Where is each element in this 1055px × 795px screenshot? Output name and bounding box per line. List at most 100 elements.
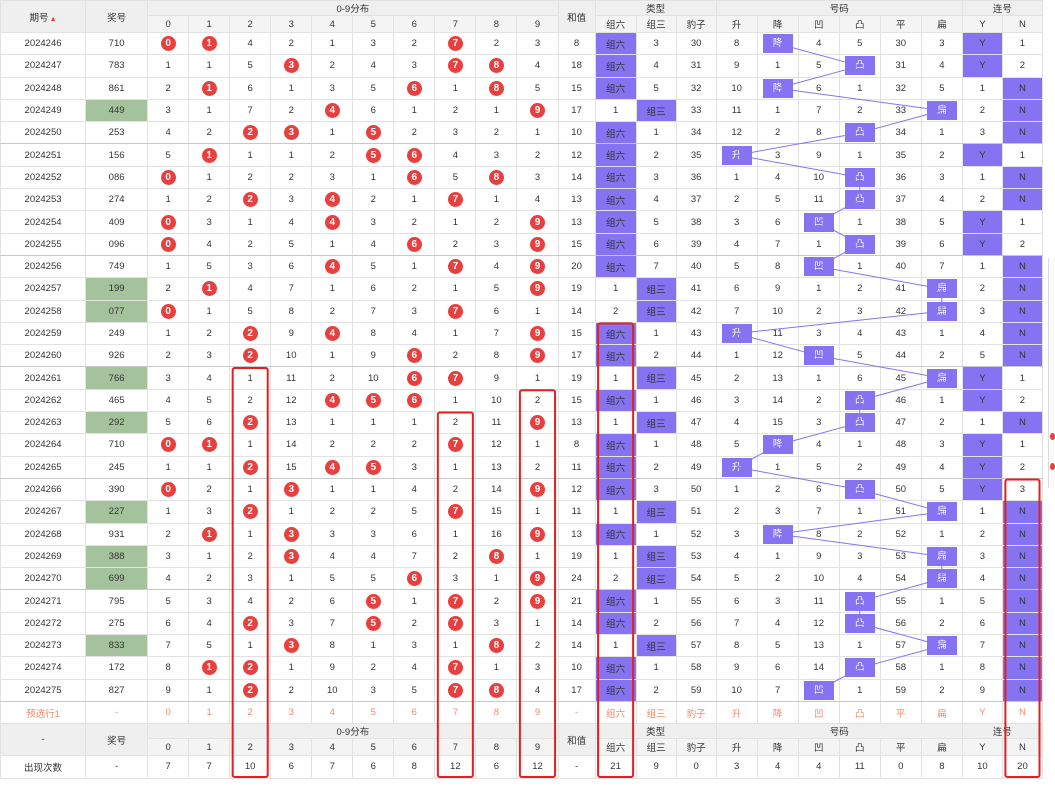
lianhao-miss-cell: 2: [1001, 54, 1044, 78]
number-hit-cell: 降: [756, 76, 799, 100]
number-miss-cell: 1: [797, 232, 840, 256]
type-miss-cell: 57: [675, 634, 717, 658]
predict-lianhao-cell[interactable]: Y: [961, 700, 1003, 725]
footer-digit-col-9: 9: [516, 738, 559, 757]
digit-miss-cell: 1: [516, 433, 559, 457]
number-miss-cell: 34: [879, 121, 922, 145]
count-type-cell: 21: [594, 755, 637, 779]
lianhao-miss-cell: 1: [961, 500, 1003, 524]
number-miss-cell: 3: [715, 522, 758, 546]
type-miss-cell: 1: [635, 522, 677, 546]
predict-digit-cell[interactable]: 2: [229, 700, 272, 725]
prize-header: 奖号: [85, 0, 149, 33]
period-cell: 2024272: [0, 611, 87, 636]
period-cell: 2024274: [0, 656, 87, 680]
type-miss-cell: 35: [675, 143, 717, 167]
predict-digit-cell[interactable]: 3: [270, 700, 313, 725]
count-lianhao-cell: 20: [1001, 755, 1044, 779]
digit-miss-cell: 1: [147, 500, 190, 524]
digit-miss-cell: 4: [229, 589, 272, 613]
sum-cell: 8: [557, 31, 596, 56]
type-hit-cell: 组六: [594, 388, 637, 413]
lianhao-miss-cell: 8: [961, 656, 1003, 680]
predict-digit-cell[interactable]: 6: [393, 700, 436, 725]
number-hit-box: 扁: [926, 569, 957, 589]
predict-type-cell[interactable]: 组六: [594, 700, 637, 725]
lianhao-miss-cell: 7: [961, 634, 1003, 658]
predict-lianhao-cell[interactable]: N: [1001, 700, 1044, 725]
type-hit-cell: 组六: [594, 344, 637, 368]
digit-miss-cell: 3: [516, 31, 559, 56]
predict-number-cell[interactable]: 凹: [797, 700, 840, 725]
predict-digit-cell[interactable]: 4: [311, 700, 354, 725]
digit-miss-cell: 1: [434, 522, 477, 546]
digit-miss-cell: 2: [270, 31, 313, 56]
predict-type-cell[interactable]: 豹子: [675, 700, 717, 725]
number-hit-box: 扁: [926, 301, 957, 321]
number-miss-cell: 3: [756, 143, 799, 167]
digit-ball: 2: [242, 125, 258, 141]
number-miss-cell: 3: [838, 544, 881, 569]
digit-ball: 4: [324, 459, 340, 475]
footer-number-col: 凸: [838, 738, 881, 757]
digit-hit-cell: 8: [475, 76, 518, 100]
predict-number-cell[interactable]: 凸: [838, 700, 881, 725]
predict-digit-cell[interactable]: 1: [188, 700, 231, 725]
number-miss-cell: 6: [756, 656, 799, 680]
digit-hit-cell: 0: [147, 232, 190, 256]
digit-miss-cell: 14: [270, 433, 313, 457]
predict-digit-cell[interactable]: 0: [147, 700, 190, 725]
sort-icon[interactable]: ▲: [49, 15, 57, 23]
lianhao-hit-cell: N: [1001, 121, 1044, 145]
digit-miss-cell: 3: [147, 544, 190, 569]
type-miss-cell: 1: [594, 500, 637, 524]
digit-miss-cell: 2: [434, 98, 477, 123]
predict-digit-cell[interactable]: 7: [434, 700, 477, 725]
digit-miss-cell: 1: [229, 143, 272, 167]
type-hit-cell: 组三: [635, 299, 677, 323]
digit-miss-cell: 6: [393, 522, 436, 546]
predict-digit-cell[interactable]: 5: [352, 700, 395, 725]
prize-cell: 833: [85, 634, 149, 658]
prize-cell: 245: [85, 455, 149, 479]
lianhao-miss-cell: 1: [1001, 433, 1044, 457]
number-hit-box: 凹: [803, 680, 834, 700]
digit-miss-cell: 1: [188, 678, 231, 702]
digit-hit-cell: 9: [516, 589, 559, 613]
prize-cell: 172: [85, 656, 149, 680]
digit-ball: 2: [242, 459, 258, 475]
prize-cell: 710: [85, 433, 149, 457]
type-hit-cell: 组三: [635, 411, 677, 435]
digit-ball: 1: [201, 281, 217, 297]
lianhao-hit-cell: Y: [961, 433, 1003, 457]
digit-ball: 6: [406, 80, 422, 96]
number-miss-cell: 33: [879, 98, 922, 123]
predict-digit-cell[interactable]: 9: [516, 700, 559, 725]
predict-digit-cell[interactable]: 8: [475, 700, 518, 725]
number-miss-cell: 7: [797, 98, 840, 123]
number-hit-box: 降: [762, 435, 793, 455]
predict-number-cell[interactable]: 降: [756, 700, 799, 725]
digit-hit-cell: 6: [393, 76, 436, 100]
digit-miss-cell: 2: [311, 433, 354, 457]
digit-miss-cell: 1: [475, 567, 518, 591]
digit-ball: 8: [488, 80, 504, 96]
period-header[interactable]: 期号▲: [0, 0, 87, 33]
prize-cell: 096: [85, 232, 149, 256]
predict-type-cell[interactable]: 组三: [635, 700, 677, 725]
digit-miss-cell: 2: [188, 321, 231, 346]
number-miss-cell: 56: [879, 611, 922, 636]
type-miss-cell: 58: [675, 656, 717, 680]
digit-ball: 0: [160, 437, 176, 453]
digit-miss-cell: 1: [311, 277, 354, 301]
digit-miss-cell: 5: [352, 567, 395, 591]
type-hit-cell: 组六: [594, 165, 637, 190]
predict-number-cell[interactable]: 升: [715, 700, 758, 725]
predict-row[interactable]: 预选行1-0 1 2 3 4 5 6 7 8 9- 组六 组三 豹子升降凹凸平扁 Y N: [0, 700, 1044, 725]
period-cell: 2024271: [0, 589, 87, 613]
lianhao-miss-cell: 2: [1001, 388, 1044, 413]
predict-number-cell[interactable]: 平: [879, 700, 922, 725]
digit-miss-cell: 1: [393, 254, 436, 279]
predict-number-cell[interactable]: 扁: [920, 700, 963, 725]
digit-miss-cell: 5: [147, 411, 190, 435]
